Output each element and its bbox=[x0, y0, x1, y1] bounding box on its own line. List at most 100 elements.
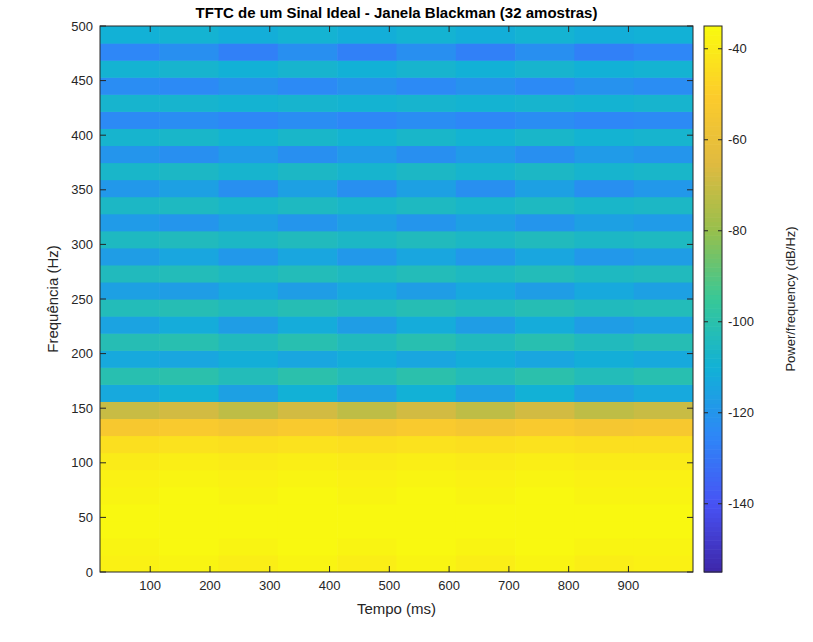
cell bbox=[456, 43, 516, 61]
cell bbox=[100, 555, 160, 572]
cell bbox=[278, 367, 338, 385]
cell bbox=[515, 316, 575, 334]
colorbar-gradient bbox=[704, 376, 722, 381]
y-tick-label: 200 bbox=[71, 346, 93, 361]
colorbar-gradient bbox=[704, 217, 722, 222]
cell bbox=[634, 128, 693, 146]
cell bbox=[574, 248, 634, 266]
cell bbox=[100, 197, 160, 215]
colorbar-gradient bbox=[704, 240, 722, 245]
cell bbox=[397, 316, 457, 334]
cell bbox=[278, 163, 338, 181]
cell bbox=[159, 367, 219, 385]
cell bbox=[574, 418, 634, 436]
y-tick bbox=[687, 299, 693, 300]
cell bbox=[337, 453, 397, 471]
cell bbox=[574, 94, 634, 112]
cell bbox=[159, 128, 219, 146]
cell bbox=[337, 282, 397, 300]
colorbar-gradient bbox=[704, 363, 722, 368]
cell bbox=[456, 26, 516, 44]
cell bbox=[574, 555, 634, 572]
y-tick bbox=[100, 189, 106, 190]
cell bbox=[278, 265, 338, 283]
cell bbox=[574, 504, 634, 522]
colorbar-gradient bbox=[704, 99, 722, 104]
cell bbox=[219, 367, 279, 385]
y-tick bbox=[100, 26, 106, 27]
colorbar-gradient bbox=[704, 254, 722, 259]
colorbar-tick-label: -40 bbox=[728, 41, 747, 56]
cell bbox=[278, 299, 338, 317]
y-tick bbox=[100, 462, 106, 463]
cell bbox=[634, 521, 693, 539]
colorbar-gradient bbox=[704, 203, 722, 208]
colorbar bbox=[704, 26, 722, 573]
cell bbox=[397, 299, 457, 317]
colorbar-gradient bbox=[704, 472, 722, 477]
cell bbox=[456, 145, 516, 163]
cell bbox=[278, 60, 338, 78]
colorbar-gradient bbox=[704, 404, 722, 409]
x-tick bbox=[508, 26, 509, 32]
cell bbox=[397, 77, 457, 95]
cell bbox=[515, 265, 575, 283]
cell bbox=[634, 111, 693, 129]
colorbar-gradient bbox=[704, 467, 722, 472]
y-tick bbox=[100, 135, 106, 136]
cell bbox=[574, 163, 634, 181]
cell bbox=[159, 265, 219, 283]
cell bbox=[278, 487, 338, 505]
cell bbox=[397, 538, 457, 556]
colorbar-gradient bbox=[704, 399, 722, 404]
cell bbox=[337, 436, 397, 454]
x-tick bbox=[209, 26, 210, 32]
cell bbox=[574, 487, 634, 505]
cell bbox=[456, 384, 516, 402]
colorbar-gradient bbox=[704, 331, 722, 336]
cell bbox=[397, 180, 457, 198]
cell bbox=[515, 436, 575, 454]
cell bbox=[219, 436, 279, 454]
colorbar-gradient bbox=[704, 522, 722, 527]
cell bbox=[337, 128, 397, 146]
colorbar-gradient bbox=[704, 345, 722, 350]
cell bbox=[456, 111, 516, 129]
cell bbox=[515, 128, 575, 146]
x-tick bbox=[269, 566, 270, 572]
x-tick bbox=[389, 26, 390, 32]
cell bbox=[337, 180, 397, 198]
colorbar-gradient bbox=[704, 167, 722, 172]
cell bbox=[574, 401, 634, 419]
cell bbox=[159, 43, 219, 61]
cell bbox=[634, 384, 693, 402]
colorbar-gradient bbox=[704, 85, 722, 90]
cell bbox=[100, 487, 160, 505]
colorbar-gradient bbox=[704, 495, 722, 500]
cell bbox=[219, 145, 279, 163]
cell bbox=[219, 521, 279, 539]
y-tick-label: 500 bbox=[71, 19, 93, 34]
cell bbox=[634, 94, 693, 112]
x-tick bbox=[628, 26, 629, 32]
cell bbox=[219, 453, 279, 471]
cell bbox=[278, 248, 338, 266]
cell bbox=[634, 453, 693, 471]
cell bbox=[219, 128, 279, 146]
cell bbox=[397, 60, 457, 78]
y-tick bbox=[687, 353, 693, 354]
cell bbox=[278, 231, 338, 249]
cell bbox=[337, 214, 397, 232]
colorbar-gradient bbox=[704, 449, 722, 454]
cell bbox=[574, 214, 634, 232]
cell bbox=[634, 333, 693, 351]
colorbar-tick bbox=[704, 48, 708, 49]
cell bbox=[515, 231, 575, 249]
colorbar-gradient bbox=[704, 294, 722, 299]
colorbar-gradient bbox=[704, 244, 722, 249]
y-tick-label: 150 bbox=[71, 401, 93, 416]
colorbar-gradient bbox=[704, 94, 722, 99]
title: TFTC de um Sinal Ideal - Janela Blackman… bbox=[196, 4, 598, 21]
cell bbox=[397, 197, 457, 215]
colorbar-gradient bbox=[704, 122, 722, 127]
